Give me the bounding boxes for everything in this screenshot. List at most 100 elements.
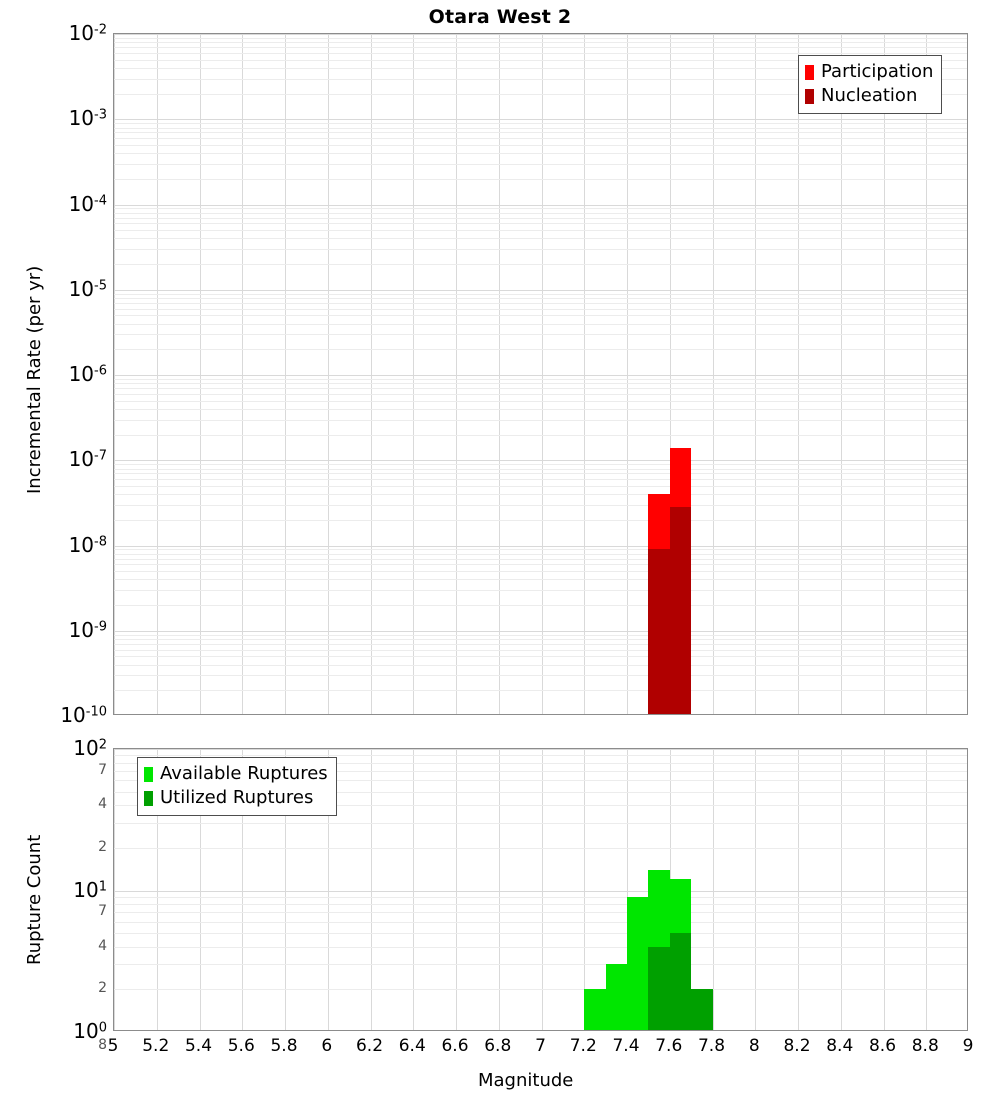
- bar-nucleation: [648, 549, 670, 714]
- x-axis-tick: 7.6: [655, 1036, 683, 1056]
- gridline-horizontal: [114, 238, 967, 240]
- chart-title: Otara West 2: [428, 6, 572, 28]
- gridline-vertical: [840, 749, 842, 1030]
- gridline-horizontal: [114, 553, 967, 555]
- top-plot-y-tick: 10-2: [68, 21, 107, 45]
- gridline-horizontal: [114, 378, 967, 380]
- gridline-horizontal: [114, 494, 967, 496]
- gridline-horizontal: [114, 890, 967, 892]
- gridline-horizontal: [114, 896, 967, 898]
- gridline-horizontal: [114, 558, 967, 560]
- legend-entry: Nucleation: [805, 84, 933, 108]
- gridline-horizontal: [114, 249, 967, 251]
- gridline-horizontal: [114, 119, 967, 121]
- gridline-horizontal: [114, 67, 967, 69]
- x-axis-tick: 8: [748, 1036, 760, 1056]
- gridline-vertical: [627, 749, 628, 1030]
- gridline-horizontal: [114, 400, 967, 402]
- gridline-horizontal: [114, 656, 967, 658]
- gridline-horizontal: [114, 208, 967, 210]
- x-axis-tick: 6.8: [484, 1036, 512, 1056]
- gridline-horizontal: [114, 479, 967, 481]
- gridline-horizontal: [114, 564, 967, 566]
- gridline-horizontal: [114, 334, 967, 336]
- bar-utilized-ruptures: [691, 989, 713, 1030]
- legend-swatch-icon: [144, 766, 153, 782]
- bottom-plot-y-tick: 100: [73, 1019, 107, 1043]
- bottom-plot-y-tick-minor: 2: [98, 838, 107, 855]
- gridline-horizontal: [114, 93, 967, 95]
- gridline-vertical: [327, 34, 329, 714]
- top-plot-y-tick: 10-7: [68, 447, 107, 472]
- gridline-vertical: [926, 34, 928, 714]
- gridline-horizontal: [114, 755, 967, 757]
- top-plot-y-tick: 10-3: [68, 106, 107, 131]
- gridline-horizontal: [114, 349, 967, 351]
- gridline-horizontal: [114, 545, 967, 547]
- gridline-horizontal: [114, 933, 967, 935]
- gridline-horizontal: [114, 132, 967, 134]
- gridline-horizontal: [114, 473, 967, 475]
- gridline-horizontal: [114, 549, 967, 551]
- gridline-horizontal: [114, 639, 967, 640]
- x-axis-tick: 5.2: [142, 1036, 170, 1056]
- gridline-horizontal: [114, 375, 967, 376]
- gridline-vertical: [584, 34, 586, 714]
- gridline-horizontal: [114, 847, 967, 849]
- top-plot-y-tick: 10-10: [60, 703, 107, 727]
- x-axis-tick: 5.4: [184, 1036, 213, 1056]
- bottom-plot-y-tick: 101: [73, 877, 107, 902]
- gridline-vertical: [627, 34, 628, 714]
- gridline-horizontal: [114, 762, 967, 764]
- gridline-vertical: [755, 749, 757, 1030]
- gridline-horizontal: [114, 579, 967, 581]
- bottom-plot-y-tick-minor: 4: [98, 937, 107, 954]
- top-plot-y-tick: 10-9: [68, 617, 107, 642]
- bottom-plot-y-tick-minor: 7: [98, 761, 107, 778]
- gridline-horizontal: [114, 519, 967, 521]
- gridline-horizontal: [114, 144, 967, 146]
- gridline-horizontal: [114, 178, 967, 180]
- bottom-plot-y-axis-label: Rupture Count: [24, 834, 45, 965]
- legend-swatch-icon: [805, 88, 814, 104]
- x-axis-label: Magnitude: [478, 1070, 574, 1091]
- bar-utilized-ruptures: [669, 933, 692, 1030]
- x-axis-tick: 7.4: [612, 1036, 640, 1056]
- gridline-horizontal: [114, 468, 967, 470]
- gridline-horizontal: [114, 52, 967, 54]
- bar-available-ruptures: [584, 989, 606, 1030]
- gridline-vertical: [712, 749, 714, 1030]
- bar-nucleation: [669, 507, 692, 714]
- gridline-horizontal: [114, 123, 967, 125]
- gridline-horizontal: [114, 223, 967, 225]
- x-axis-tick: 5.6: [227, 1036, 255, 1056]
- x-axis-tick: 6.2: [355, 1036, 384, 1056]
- gridline-horizontal: [114, 485, 967, 487]
- bottom-plot-y-tick-minor: 7: [98, 903, 107, 920]
- gridline-horizontal: [114, 302, 967, 304]
- legend-label: Available Ruptures: [160, 763, 328, 784]
- gridline-horizontal: [114, 264, 967, 266]
- gridline-horizontal: [114, 805, 967, 807]
- gridline-horizontal: [114, 59, 967, 61]
- x-axis-tick: 7: [535, 1036, 546, 1056]
- gridline-vertical: [327, 749, 329, 1030]
- x-axis-tick: 7.2: [569, 1036, 597, 1056]
- gridline-horizontal: [114, 460, 967, 462]
- gridline-vertical: [498, 749, 500, 1030]
- gridline-horizontal: [114, 298, 967, 299]
- gridline-horizontal: [114, 393, 967, 395]
- incremental-rate-plot: [113, 33, 968, 715]
- gridline-horizontal: [114, 163, 967, 165]
- gridline-vertical: [584, 749, 586, 1030]
- gridline-horizontal: [114, 605, 967, 607]
- legend-label: Participation: [821, 61, 934, 82]
- gridline-vertical: [156, 34, 158, 714]
- top-plot-y-tick: 10-8: [68, 532, 107, 557]
- gridline-horizontal: [114, 749, 967, 750]
- x-axis-tick: 8.6: [868, 1036, 897, 1056]
- bottom-plot-y-tick-minor: 8: [98, 1036, 107, 1053]
- gridline-horizontal: [114, 434, 967, 436]
- bottom-plot-y-tick-minor: 4: [98, 796, 107, 813]
- gridline-vertical: [798, 749, 799, 1030]
